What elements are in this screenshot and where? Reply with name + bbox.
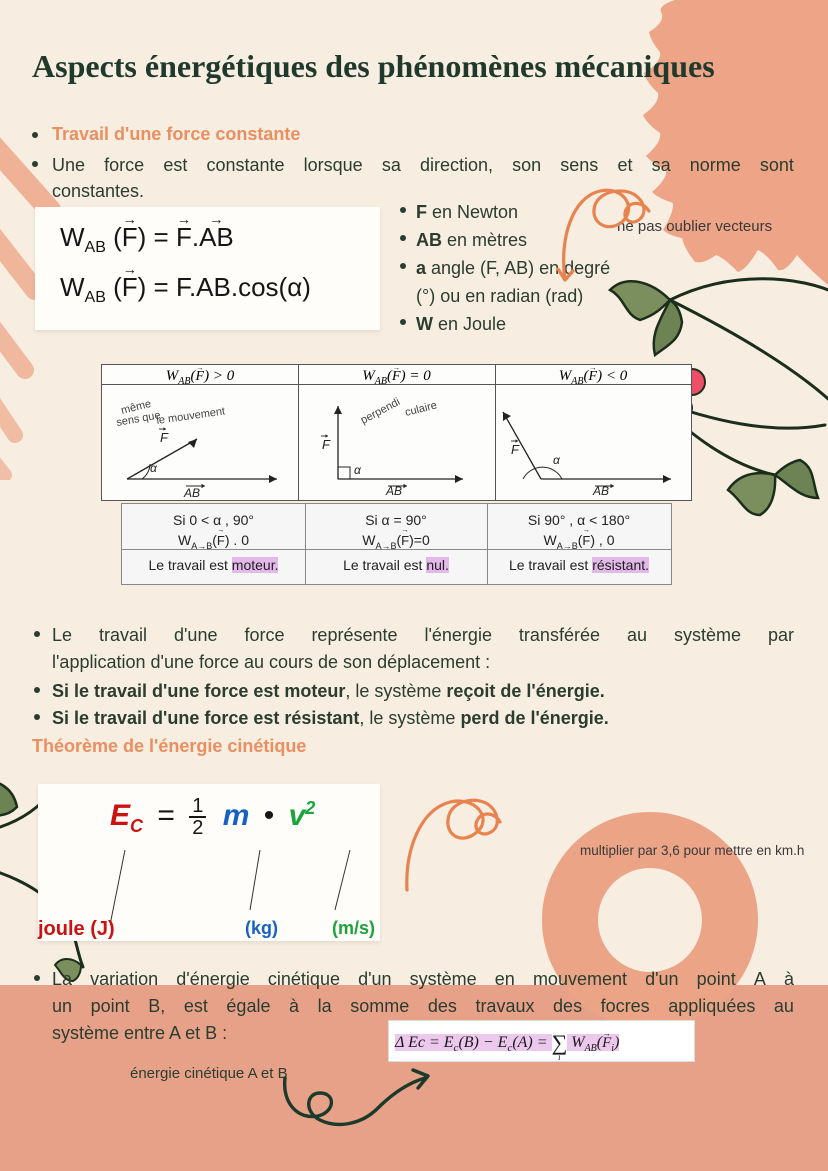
svg-text:AB: AB bbox=[183, 486, 200, 500]
svg-text:α: α bbox=[150, 461, 158, 475]
svg-text:F: F bbox=[511, 442, 520, 457]
svg-text:α: α bbox=[354, 463, 362, 477]
svg-text:F: F bbox=[322, 437, 331, 452]
svg-text:α: α bbox=[553, 453, 561, 467]
svg-text:culaire: culaire bbox=[404, 399, 438, 418]
svg-text:perpendi: perpendi bbox=[359, 396, 402, 427]
svg-text:F: F bbox=[160, 430, 169, 445]
svg-text:le mouvement: le mouvement bbox=[156, 405, 226, 426]
